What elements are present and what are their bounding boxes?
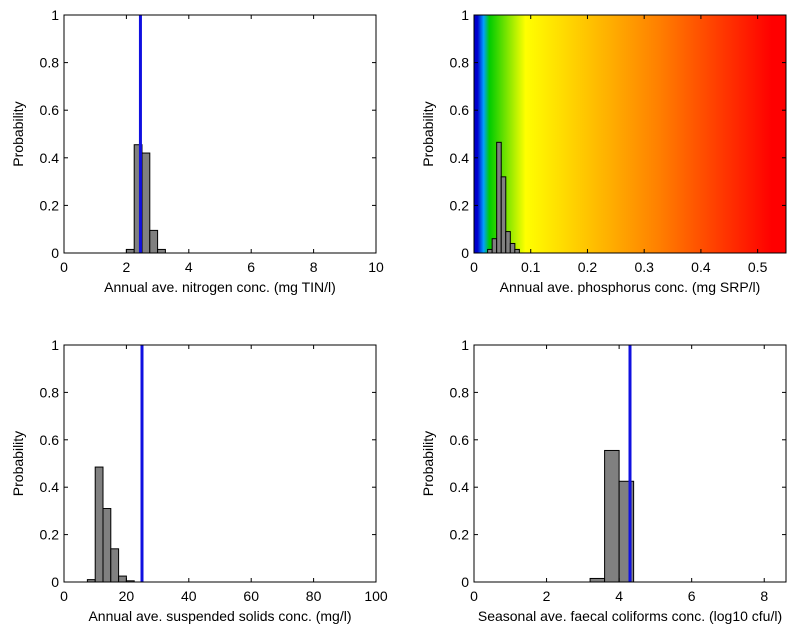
histogram-bar-3 bbox=[496, 141, 502, 254]
y-tick-label-1: 0 bbox=[461, 574, 469, 590]
histogram-bar-4 bbox=[149, 229, 159, 254]
x-tick-label-4: 0.3 bbox=[634, 259, 654, 275]
y-tick-label-2: 0.2 bbox=[40, 527, 60, 543]
x-tick-label-5: 80 bbox=[306, 588, 322, 604]
y-tick-label-2: 0.2 bbox=[450, 527, 470, 543]
y-tick-label-1: 0 bbox=[51, 574, 59, 590]
histogram-bar-1 bbox=[487, 248, 493, 254]
y-tick-label-6: 1 bbox=[51, 337, 59, 353]
histogram-bar-5 bbox=[157, 248, 166, 254]
y-tick-label-3: 0.4 bbox=[450, 150, 470, 166]
x-axis-label: Annual ave. suspended solids conc. (mg/l… bbox=[88, 608, 351, 624]
x-tick-label-6: 0.5 bbox=[748, 259, 768, 275]
chart-panel-3: 0 0.2 0.4 0.6 0.8 1 0 20 40 60 80 100 Annual ave. su… bbox=[10, 337, 388, 624]
y-tick-label-4: 0.6 bbox=[40, 102, 60, 118]
histogram-bar-5 bbox=[505, 231, 511, 254]
x-tick-label-2: 2 bbox=[123, 259, 131, 275]
y-tick-label-4: 0.6 bbox=[450, 102, 470, 118]
y-tick-label-6: 1 bbox=[51, 7, 59, 23]
x-axis-label: Annual ave. nitrogen conc. (mg TIN/l) bbox=[104, 279, 336, 295]
x-tick-label-3: 0.2 bbox=[578, 259, 598, 275]
x-tick-label-4: 6 bbox=[247, 259, 255, 275]
histogram-bar-7 bbox=[514, 248, 520, 254]
y-tick-label-3: 0.4 bbox=[40, 150, 60, 166]
x-tick-label-1: 0 bbox=[60, 588, 68, 604]
y-axis-label: Probability bbox=[10, 431, 26, 496]
x-tick-label-6: 10 bbox=[368, 259, 384, 275]
histogram-bar-5 bbox=[118, 575, 127, 583]
axes-box bbox=[63, 14, 377, 254]
x-tick-label-2: 0.1 bbox=[521, 259, 541, 275]
y-tick-label-2: 0.2 bbox=[40, 197, 60, 213]
y-tick-label-4: 0.6 bbox=[450, 432, 470, 448]
histogram-bar-2 bbox=[604, 449, 620, 583]
y-tick-label-1: 0 bbox=[51, 245, 59, 261]
axes-box bbox=[473, 344, 787, 583]
histogram-bar-1 bbox=[125, 248, 135, 254]
chart-panel-4: 0 0.2 0.4 0.6 0.8 1 0 2 4 6 8 Seasonal ave. faecal … bbox=[420, 337, 787, 624]
histogram-bar-3 bbox=[102, 508, 112, 583]
x-tick-label-3: 4 bbox=[185, 259, 193, 275]
x-tick-label-1: 0 bbox=[470, 259, 478, 275]
x-tick-label-5: 8 bbox=[760, 588, 768, 604]
x-axis-label: Seasonal ave. faecal coliforms conc. (lo… bbox=[478, 608, 782, 624]
y-tick-label-5: 0.8 bbox=[450, 55, 470, 71]
y-tick-label-3: 0.4 bbox=[40, 479, 60, 495]
y-tick-label-5: 0.8 bbox=[450, 384, 470, 400]
y-tick-label-3: 0.4 bbox=[450, 479, 470, 495]
y-tick-label-5: 0.8 bbox=[40, 384, 60, 400]
x-tick-label-4: 60 bbox=[243, 588, 259, 604]
x-tick-label-2: 2 bbox=[543, 588, 551, 604]
y-axis-label: Probability bbox=[10, 101, 26, 166]
y-axis-label: Probability bbox=[420, 431, 436, 496]
axes-box bbox=[473, 14, 787, 254]
y-tick-label-2: 0.2 bbox=[450, 197, 470, 213]
x-tick-label-3: 40 bbox=[181, 588, 197, 604]
histogram-bar-2 bbox=[491, 238, 498, 254]
histogram-bar-1 bbox=[589, 577, 606, 583]
chart-panel-2: 0 0.2 0.4 0.6 0.8 1 0 0.1 0.2 0.3 0.4 0.5 Annual ave… bbox=[420, 7, 787, 295]
y-tick-label-5: 0.8 bbox=[40, 55, 60, 71]
x-tick-label-1: 0 bbox=[470, 588, 478, 604]
x-tick-label-2: 20 bbox=[119, 588, 135, 604]
histogram-bar-3 bbox=[141, 152, 151, 254]
x-axis-label: Annual ave. phosphorus conc. (mg SRP/l) bbox=[500, 279, 761, 295]
y-tick-label-1: 0 bbox=[461, 245, 469, 261]
histogram-bar-4 bbox=[500, 176, 507, 254]
axes-box bbox=[63, 344, 377, 583]
x-tick-label-5: 0.4 bbox=[691, 259, 711, 275]
x-tick-label-4: 6 bbox=[688, 588, 696, 604]
y-tick-label-6: 1 bbox=[461, 337, 469, 353]
histogram-bar-6 bbox=[509, 242, 516, 254]
histogram-bar-4 bbox=[110, 548, 120, 583]
y-tick-label-6: 1 bbox=[461, 7, 469, 23]
x-tick-label-1: 0 bbox=[60, 259, 68, 275]
y-axis-label: Probability bbox=[420, 101, 436, 166]
histogram-bar-2 bbox=[94, 466, 104, 583]
colour-band-background bbox=[474, 15, 786, 253]
x-tick-label-6: 100 bbox=[364, 588, 388, 604]
x-tick-label-5: 8 bbox=[310, 259, 318, 275]
y-tick-label-4: 0.6 bbox=[40, 432, 60, 448]
x-tick-label-3: 4 bbox=[615, 588, 623, 604]
